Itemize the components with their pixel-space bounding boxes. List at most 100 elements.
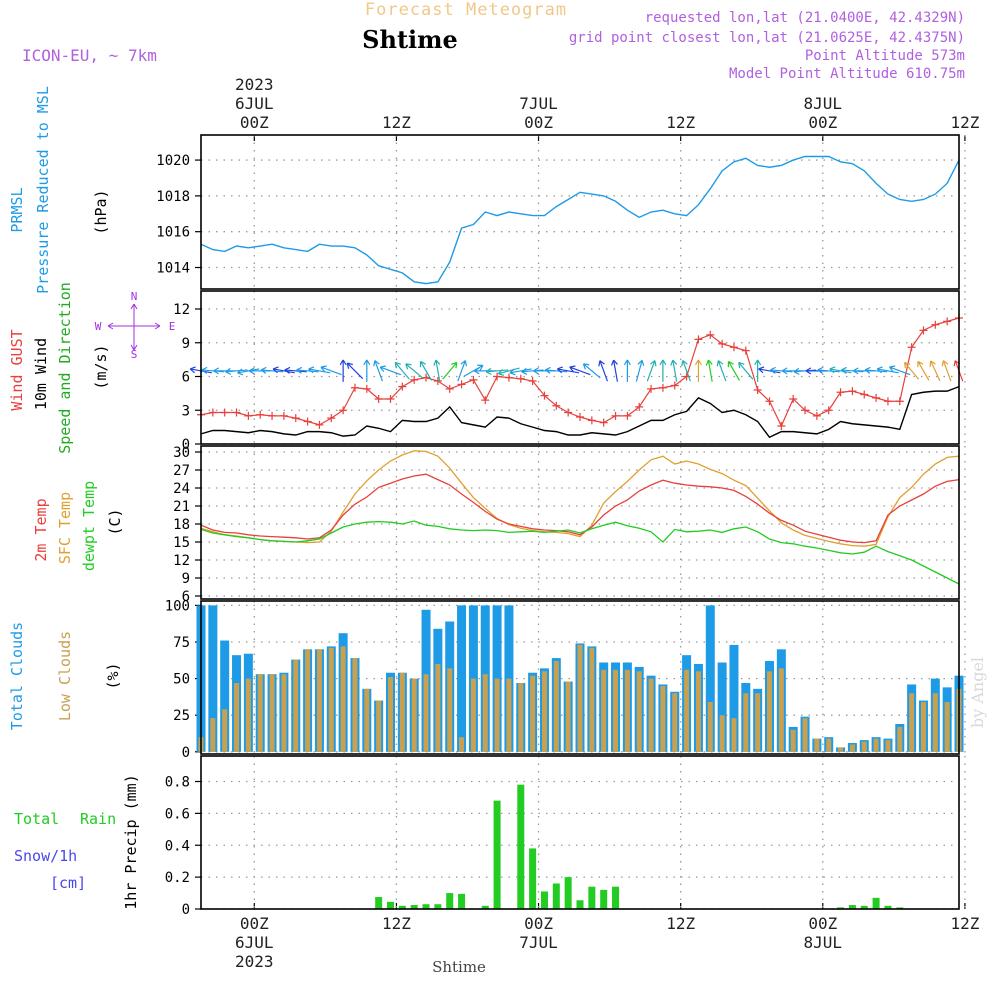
wind-direction-arrow	[929, 360, 941, 382]
wind-direction-arrow	[727, 360, 740, 381]
low-cloud-bar	[340, 646, 346, 752]
wind-direction-arrow	[659, 359, 667, 382]
requested-coords: requested lon,lat (21.0400E, 42.4329N)	[645, 10, 965, 26]
gust-point	[481, 396, 490, 405]
wind-direction-arrow	[521, 367, 544, 375]
low-cloud-bar	[518, 682, 524, 752]
low-cloud-bar	[305, 649, 311, 752]
rain-bar	[387, 901, 394, 909]
low-cloud-bar	[399, 672, 405, 752]
low-cloud-bar	[577, 644, 583, 752]
gust-point	[872, 393, 881, 402]
rain-bar	[375, 897, 383, 909]
clouds-panel: 0 25 50 75 100	[165, 598, 966, 761]
bottom-time-label: 00Z	[808, 914, 837, 933]
wind-direction-arrow	[646, 360, 657, 382]
low-cloud-bar	[920, 702, 926, 752]
snow-label: Snow/1h	[14, 847, 77, 865]
gust-point	[433, 377, 442, 385]
wind-direction-arrow	[509, 368, 532, 376]
wind-direction-arrow	[201, 366, 224, 374]
gust-point	[422, 373, 431, 382]
low-cloud-bar	[328, 647, 334, 752]
gust-point	[256, 410, 265, 419]
low-cloud-bar	[506, 678, 512, 752]
pressure-desc-label: Pressure Reduced to MSL	[34, 86, 52, 294]
gust-point	[469, 375, 478, 384]
wind-direction-arrow	[681, 360, 691, 382]
low-cloud-bar	[613, 669, 619, 752]
wind-direction-arrow	[635, 359, 645, 382]
wind-direction-arrow	[260, 366, 284, 374]
low-cloud-bar	[909, 693, 915, 752]
low-cloud-bar	[364, 688, 370, 752]
wind-direction-arrow	[308, 366, 331, 374]
gust-label: Wind GUST	[8, 329, 26, 410]
gust-point	[777, 422, 786, 430]
cloud-labels: Total Clouds Low Clouds (%)	[8, 622, 122, 730]
pressure-line	[200, 155, 960, 285]
rain-bar	[481, 905, 489, 909]
top-time-label: 7JUL	[519, 94, 558, 113]
bottom-time-label: 6JUL	[235, 933, 274, 952]
rain-bar	[848, 905, 856, 909]
gust-point	[919, 326, 928, 335]
wind-direction-arrow	[419, 360, 433, 381]
total-cloud-bar	[705, 605, 715, 752]
location-title: Shtime	[362, 25, 458, 54]
low-cloud-bar	[447, 668, 453, 752]
bottom-time-label: 00Z	[240, 914, 269, 933]
gust-point	[268, 411, 277, 420]
y-tick-label: 0.6	[165, 806, 190, 822]
low-cloud-bar	[234, 682, 240, 752]
panel-frame	[200, 755, 960, 910]
gust-point	[765, 397, 774, 406]
gust-point	[564, 408, 573, 417]
footer-location: Shtime	[432, 958, 486, 976]
gust-point	[907, 343, 916, 352]
low-cloud-bar	[743, 693, 749, 752]
gust-point	[540, 391, 549, 400]
gust-point	[611, 411, 620, 420]
y-tick-label: 6	[182, 370, 190, 386]
y-tick-label: 1018	[156, 189, 190, 205]
precip-unit-label: 1hr Precip (mm)	[122, 774, 140, 909]
y-tick-label: 15	[173, 535, 190, 551]
pressure-panel: 1014 1016 1018 1020	[156, 134, 966, 290]
low-cloud-bar	[755, 693, 761, 752]
rain-bar	[564, 877, 572, 909]
gust-point	[552, 401, 561, 410]
low-cloud-bar	[257, 674, 263, 752]
total-cloud-bar	[729, 644, 739, 752]
point-altitude: Point Altitude 573m	[805, 48, 965, 64]
gust-point	[493, 372, 502, 381]
gust-point	[824, 406, 833, 415]
wind-direction-arrow	[457, 360, 468, 382]
gust-point	[504, 373, 513, 382]
wind-direction-arrow	[373, 360, 383, 382]
gust-point	[718, 339, 727, 348]
y-tick-label: 25	[173, 708, 190, 724]
dewpt-label: dewpt Temp	[80, 481, 98, 571]
wind-direction-arrow	[296, 366, 319, 374]
top-time-label: 12Z	[666, 113, 695, 132]
wind-direction-arrow	[917, 360, 930, 381]
pressure-unit-label: (hPa)	[92, 189, 110, 234]
low-cloud-bar	[222, 709, 228, 752]
y-tick-label: 3	[182, 403, 190, 419]
wind-direction-arrow	[758, 366, 781, 374]
y-tick-label: 12	[173, 302, 190, 318]
low-cloud-bar	[388, 677, 393, 752]
bottom-time-label: 7JUL	[519, 933, 558, 952]
gust-point	[812, 411, 821, 420]
bottom-time-label: 12Z	[382, 914, 411, 933]
low-cloud-bar	[624, 669, 630, 752]
low-cloud-bar	[849, 744, 855, 752]
snow-unit-label: [cm]	[50, 874, 86, 892]
y-tick-label: 75	[173, 635, 190, 651]
gust-point	[741, 346, 750, 355]
bottom-time-label: 12Z	[666, 914, 695, 933]
low-cloud-bar	[684, 669, 690, 752]
